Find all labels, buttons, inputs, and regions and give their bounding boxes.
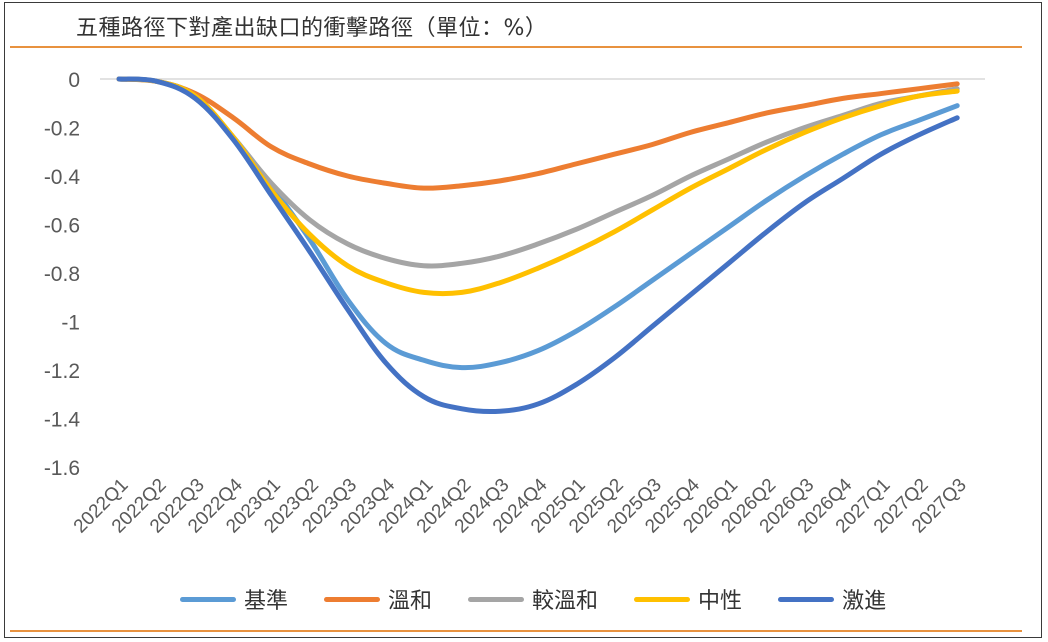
y-tick-label: -1.4 [44,409,81,432]
legend-label: 溫和 [388,589,433,614]
legend-item-3: 較溫和 [468,583,598,615]
y-tick-label: -0.4 [44,166,81,189]
legend-swatch [324,596,381,602]
legend-swatch [468,596,525,602]
y-tick-label: -1 [61,312,80,335]
bottom-rule [10,630,1022,632]
legend-item-4: 中性 [634,583,742,615]
chart-title: 五種路徑下對產出缺口的衝擊路徑（單位：%） [76,16,548,41]
y-tick-label: -0.2 [44,118,80,141]
legend-label: 基準 [244,589,289,614]
legend-label: 較溫和 [532,589,599,614]
y-tick-label: 0 [68,69,80,92]
legend-label: 激進 [842,589,887,614]
legend-swatch [180,596,236,602]
y-tick-label: -1.2 [44,360,80,383]
series-line-3 [116,76,960,269]
legend: 基準 溫和 較溫和 中性 激進 [180,583,922,615]
legend-item-5: 激進 [778,583,886,615]
y-tick-label: -1.6 [44,457,80,480]
legend-swatch [634,596,691,602]
title-rule [10,46,1022,48]
legend-label: 中性 [698,589,743,614]
y-tick-label: -0.8 [44,263,80,286]
y-tick-label: -0.6 [44,215,80,238]
legend-item-2: 溫和 [324,583,432,615]
legend-swatch [778,596,835,602]
series-line-2 [116,76,960,191]
series-line-5 [116,76,960,415]
legend-item-1: 基準 [180,583,288,615]
